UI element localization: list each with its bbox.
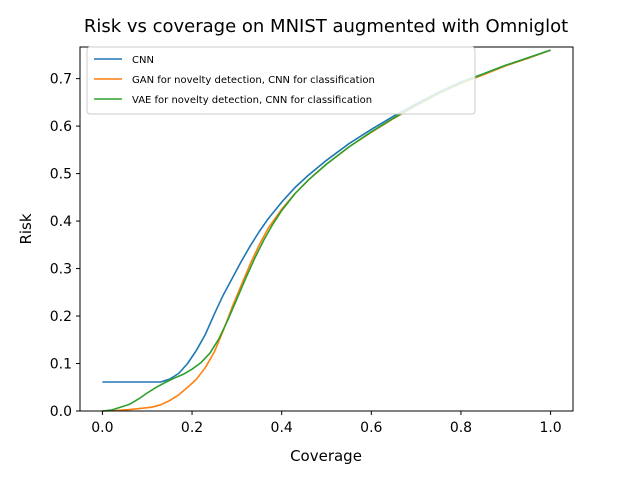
legend: CNN GAN for novelty detection, CNN for cl…: [86, 46, 476, 115]
x-tick-label: 0.8: [450, 420, 472, 436]
y-tick-label: 0.3: [50, 262, 72, 278]
legend-label-2: VAE for novelty detection, CNN for class…: [132, 95, 372, 106]
x-axis-label: Coverage: [290, 447, 362, 465]
y-axis: 0.0 0.1 0.2 0.3 0.4 0.5 0.6 0.7: [50, 72, 80, 420]
legend-label-0: CNN: [132, 55, 154, 66]
y-axis-label: Risk: [17, 213, 35, 244]
x-tick-label: 0.4: [271, 420, 293, 436]
y-tick-label: 0.4: [50, 214, 72, 230]
y-tick-label: 0.2: [50, 309, 72, 325]
y-tick-label: 0.5: [50, 167, 72, 183]
x-tick-label: 1.0: [539, 420, 561, 436]
x-tick-label: 0.2: [181, 420, 203, 436]
legend-label-1: GAN for novelty detection, CNN for class…: [132, 75, 375, 86]
y-tick-label: 0.6: [50, 119, 72, 135]
y-tick-label: 0.1: [50, 357, 72, 373]
y-tick-label: 0.7: [50, 72, 72, 88]
legend-box: [86, 46, 476, 115]
x-axis: 0.0 0.2 0.4 0.6 0.8 1.0: [91, 411, 562, 436]
x-tick-label: 0.6: [360, 420, 382, 436]
y-tick-label: 0.0: [50, 404, 72, 420]
x-tick-label: 0.0: [91, 420, 113, 436]
chart-title: Risk vs coverage on MNIST augmented with…: [84, 16, 568, 37]
